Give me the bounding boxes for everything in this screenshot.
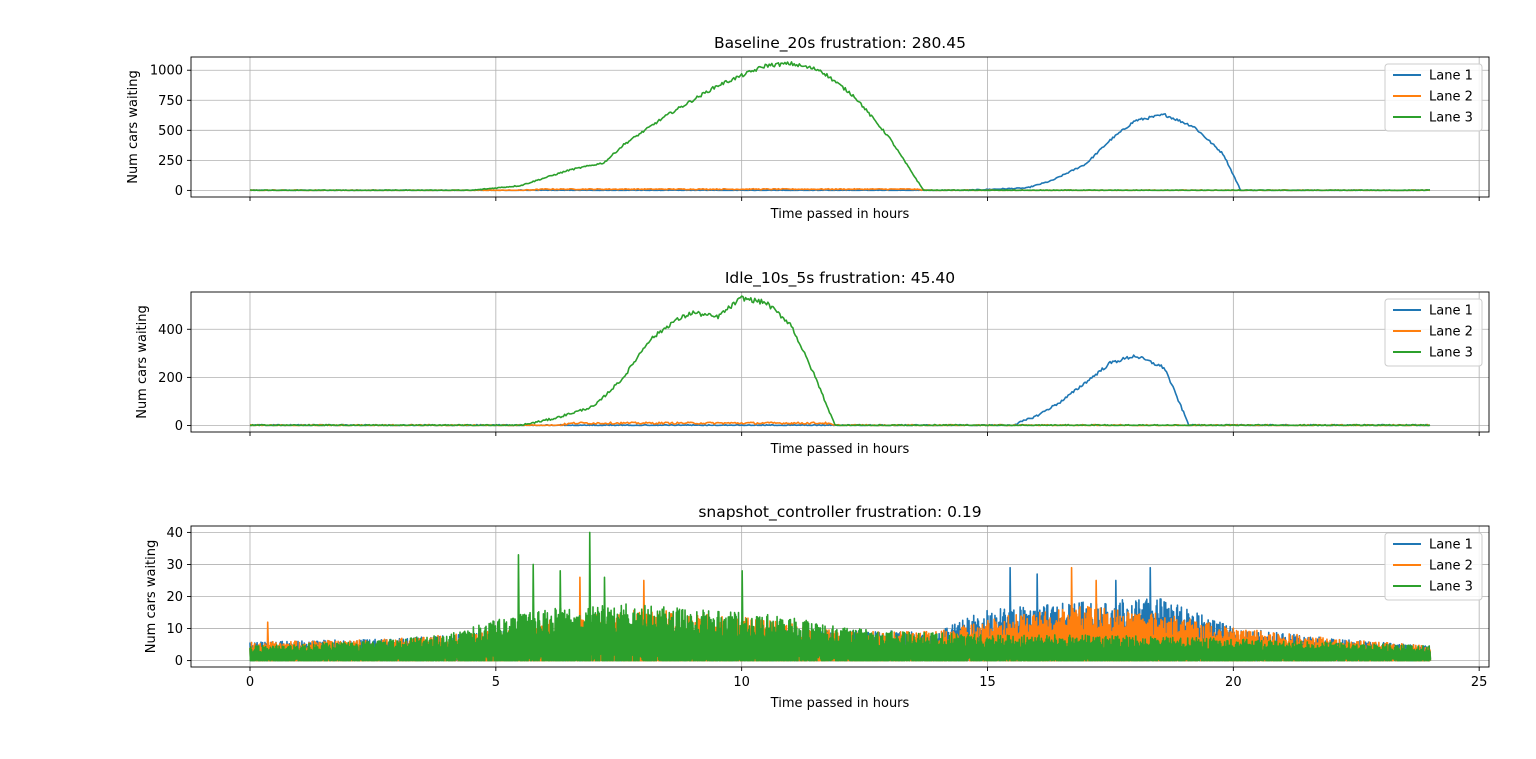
y-tick-label: 200 [158,371,183,386]
legend-label-lane-3: Lane 3 [1429,111,1473,126]
series-line-lane-3 [249,531,1432,662]
legend-label-lane-2: Lane 2 [1429,90,1473,105]
subplot-title: Baseline_20s frustration: 280.45 [714,34,966,53]
y-tick-label: 1000 [150,64,183,79]
legend-box [1384,532,1483,601]
x-tick-label: 20 [1225,675,1242,690]
y-axis-label: Num cars waiting [126,70,141,184]
legend-label-lane-1: Lane 1 [1429,69,1473,84]
subplot-2: 0 200 400 Idle_10s_5s frustration: 45.40 Tim… [135,269,1490,457]
subplot-3: 0 5 10 15 20 25 0 10 20 30 40 snapshot_controller f… [144,503,1490,711]
legend-label-lane-1: Lane 1 [1429,304,1473,319]
x-tick-label: 15 [979,675,996,690]
x-axis-label: Time passed in hours [770,696,910,711]
subplot-1: 0 250 500 750 1000 Baseline_20s frustration: … [126,34,1490,222]
plot-area [249,531,1432,662]
y-tick-label: 750 [158,94,183,109]
legend-label-lane-1: Lane 1 [1429,538,1473,553]
x-tick-label: 10 [733,675,750,690]
y-tick-label: 400 [158,323,183,338]
y-tick-label: 30 [166,558,183,573]
x-tick-label: 0 [246,675,254,690]
subplot-title: snapshot_controller frustration: 0.19 [698,503,981,522]
y-tick-label: 10 [166,622,183,637]
series-line-lane-3 [249,295,1431,427]
x-axis-label: Time passed in hours [770,207,910,222]
y-tick-label: 250 [158,154,183,169]
legend-label-lane-2: Lane 2 [1429,559,1473,574]
y-tick-label: 40 [166,526,183,541]
legend-label-lane-3: Lane 3 [1429,346,1473,361]
x-tick-label: 5 [492,675,500,690]
legend-box [1384,298,1483,367]
plot-area [249,61,1431,192]
plot-area [249,295,1431,427]
legend-label-lane-2: Lane 2 [1429,325,1473,340]
axes-frame [190,56,1490,198]
x-tick-label: 25 [1471,675,1488,690]
legend: Lane 1 Lane 2 Lane 3 [1384,532,1483,601]
legend: Lane 1 Lane 2 Lane 3 [1384,298,1483,367]
y-tick-label: 500 [158,124,183,139]
series-line-lane-3 [249,61,1431,192]
axes-frame [190,291,1490,433]
legend-box [1384,63,1483,132]
y-tick-label: 20 [166,590,183,605]
y-tick-label: 0 [175,419,183,434]
y-tick-label: 0 [175,654,183,669]
legend: Lane 1 Lane 2 Lane 3 [1384,63,1483,132]
y-axis-label: Num cars waiting [135,305,150,419]
legend-label-lane-3: Lane 3 [1429,580,1473,595]
y-tick-label: 0 [175,184,183,199]
x-axis-label: Time passed in hours [770,442,910,457]
subplot-title: Idle_10s_5s frustration: 45.40 [725,269,955,288]
y-axis-label: Num cars waiting [144,540,159,654]
